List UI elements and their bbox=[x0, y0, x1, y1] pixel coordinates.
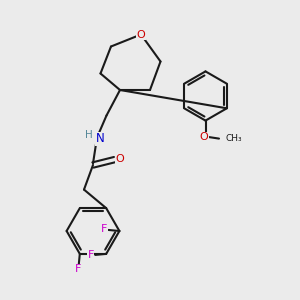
Text: O: O bbox=[116, 154, 124, 164]
Text: O: O bbox=[200, 132, 208, 142]
Text: CH₃: CH₃ bbox=[226, 134, 242, 143]
Text: F: F bbox=[100, 224, 107, 235]
Text: H: H bbox=[85, 130, 93, 140]
Text: N: N bbox=[95, 132, 104, 146]
Text: O: O bbox=[136, 29, 146, 40]
Text: F: F bbox=[75, 265, 82, 275]
Text: F: F bbox=[87, 250, 94, 260]
